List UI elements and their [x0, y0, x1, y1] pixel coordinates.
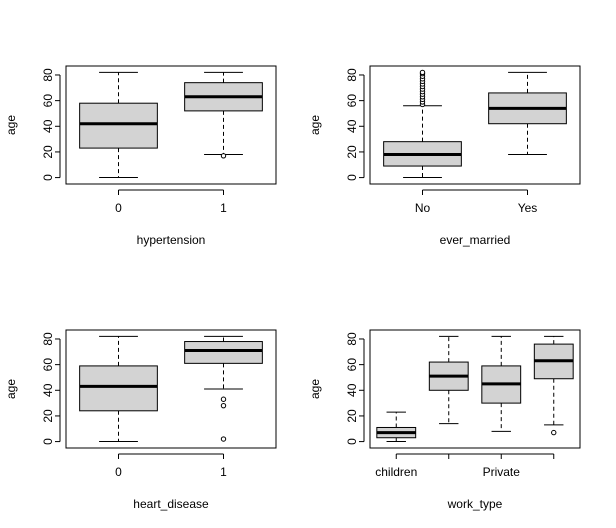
x-axis-label: ever_married	[440, 233, 511, 247]
x-tick-label: 1	[220, 201, 227, 215]
y-tick-label: 60	[345, 94, 359, 108]
box-0	[79, 71, 158, 178]
y-tick-label: 60	[41, 358, 55, 372]
y-tick-label: 20	[345, 145, 359, 159]
box-1	[184, 335, 263, 442]
x-axis-label: hypertension	[137, 233, 206, 247]
box-Yes	[488, 71, 567, 155]
panel-2: 0 20 40 60 80 age No Yes ever_married	[308, 65, 581, 247]
plot-frame	[369, 65, 581, 185]
outlier-point	[220, 396, 227, 402]
x-tick-label: 1	[220, 465, 227, 479]
y-tick-label: 80	[41, 68, 55, 82]
y-tick-label: 0	[41, 174, 55, 181]
iqr-box	[184, 341, 263, 364]
box-1	[184, 71, 263, 159]
y-tick-label: 80	[345, 332, 359, 346]
box-children	[376, 411, 417, 442]
y-axis-label: age	[4, 115, 18, 135]
iqr-box	[79, 365, 158, 412]
y-tick-label: 40	[345, 383, 359, 397]
box-0	[79, 335, 158, 442]
outlier-point	[220, 436, 227, 442]
box-No	[383, 69, 462, 178]
box-Self-employed	[533, 335, 574, 436]
x-tick-label: Private	[483, 465, 521, 479]
x-tick-label: 0	[115, 201, 122, 215]
y-tick-label: 20	[345, 409, 359, 423]
panel-4: 0 20 40 60 80 age children Private work_type	[308, 329, 581, 511]
y-axis-label: age	[308, 115, 322, 135]
box-Private	[481, 335, 522, 432]
panel-3: 0 20 40 60 80 age 0 1 heart_disease	[4, 329, 277, 511]
y-tick-label: 60	[41, 94, 55, 108]
y-tick-label: 0	[41, 438, 55, 445]
x-tick-label: 0	[115, 465, 122, 479]
y-tick-label: 60	[345, 358, 359, 372]
y-tick-label: 20	[41, 409, 55, 423]
y-tick-label: 0	[345, 438, 359, 445]
box-Govt_job	[428, 335, 469, 425]
y-tick-label: 0	[345, 174, 359, 181]
plot-frame	[65, 329, 277, 449]
x-tick-label: children	[375, 465, 417, 479]
outlier-point	[419, 69, 426, 76]
y-tick-label: 20	[41, 145, 55, 159]
outlier-point	[551, 429, 557, 436]
outlier-point	[220, 402, 227, 409]
y-axis-label: age	[308, 379, 322, 399]
y-tick-label: 80	[345, 68, 359, 82]
y-axis-label: age	[4, 379, 18, 399]
outlier-point	[220, 153, 227, 159]
y-tick-label: 40	[41, 119, 55, 133]
iqr-box	[79, 102, 158, 149]
panel-1: 0 20 40 60 80 age 0 1 hypertension	[4, 65, 277, 247]
plot-frame	[369, 329, 581, 449]
y-tick-label: 80	[41, 332, 55, 346]
y-tick-label: 40	[345, 119, 359, 133]
y-tick-label: 40	[41, 383, 55, 397]
plot-frame	[65, 65, 277, 185]
x-axis-label: heart_disease	[133, 497, 209, 511]
x-tick-label: Yes	[518, 201, 538, 215]
x-axis-label: work_type	[447, 497, 503, 511]
x-tick-label: No	[415, 201, 431, 215]
